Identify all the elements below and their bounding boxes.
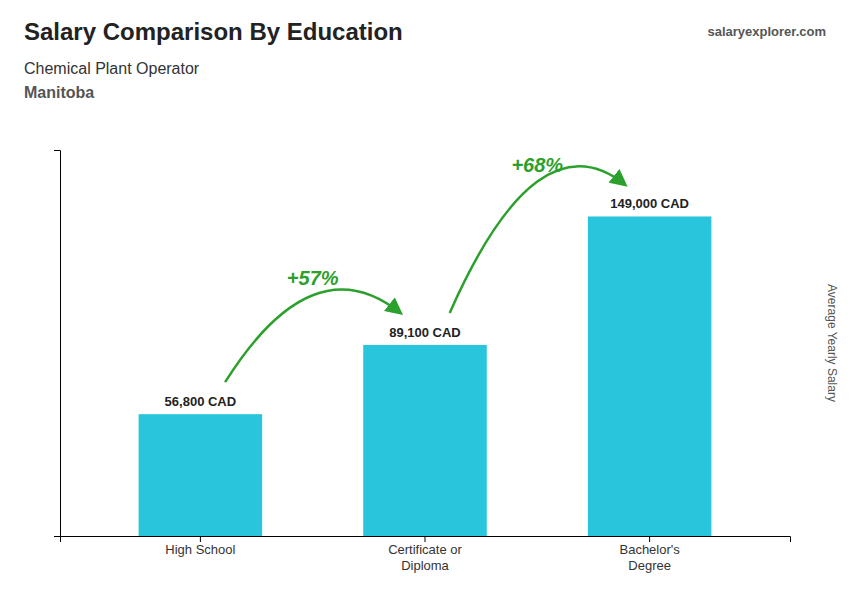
x-tick-mark (649, 536, 650, 542)
source: salaryexplorer.com (707, 24, 826, 39)
y-axis-line (54, 151, 61, 537)
subtitle: Chemical Plant Operator (24, 60, 200, 77)
x-axis: High School Certificate orDiploma Bachelor… (61, 536, 791, 573)
data-labels: 56,800 CAD 89,100 CAD 149,000 CAD (165, 196, 689, 409)
bar (588, 216, 712, 536)
plot: High School Certificate orDiploma Bachelor… (54, 151, 791, 573)
x-tick: Certificate orDiploma (388, 536, 462, 573)
bar (363, 345, 487, 536)
annotation: +68% (511, 154, 563, 176)
x-tick: Bachelor'sDegree (619, 536, 680, 573)
x-axis-line (61, 537, 791, 543)
data-label: 89,100 CAD (389, 325, 461, 340)
data-label: 56,800 CAD (165, 394, 237, 409)
annotation: +57% (287, 267, 339, 289)
x-tick-label: High School (165, 542, 235, 557)
title: Salary Comparison By Education (24, 18, 403, 45)
y-axis (54, 151, 61, 537)
x-tick-mark (425, 536, 426, 542)
x-tick-label: Bachelor'sDegree (619, 542, 680, 573)
subtitle: Manitoba (24, 84, 94, 101)
x-tick: High School (165, 536, 235, 557)
bar (139, 414, 263, 536)
x-tick-mark (200, 536, 201, 542)
annotation-arrow (450, 166, 625, 313)
y-axis-title: Average Yearly Salary (825, 284, 839, 402)
x-tick-label: Certificate orDiploma (388, 542, 462, 573)
chart: Salary Comparison By Education Chemical P… (0, 0, 850, 606)
annotation-arrow (225, 290, 400, 383)
annotations: +57% +68% (225, 154, 625, 383)
data-label: 149,000 CAD (610, 196, 689, 211)
bars (139, 216, 712, 536)
